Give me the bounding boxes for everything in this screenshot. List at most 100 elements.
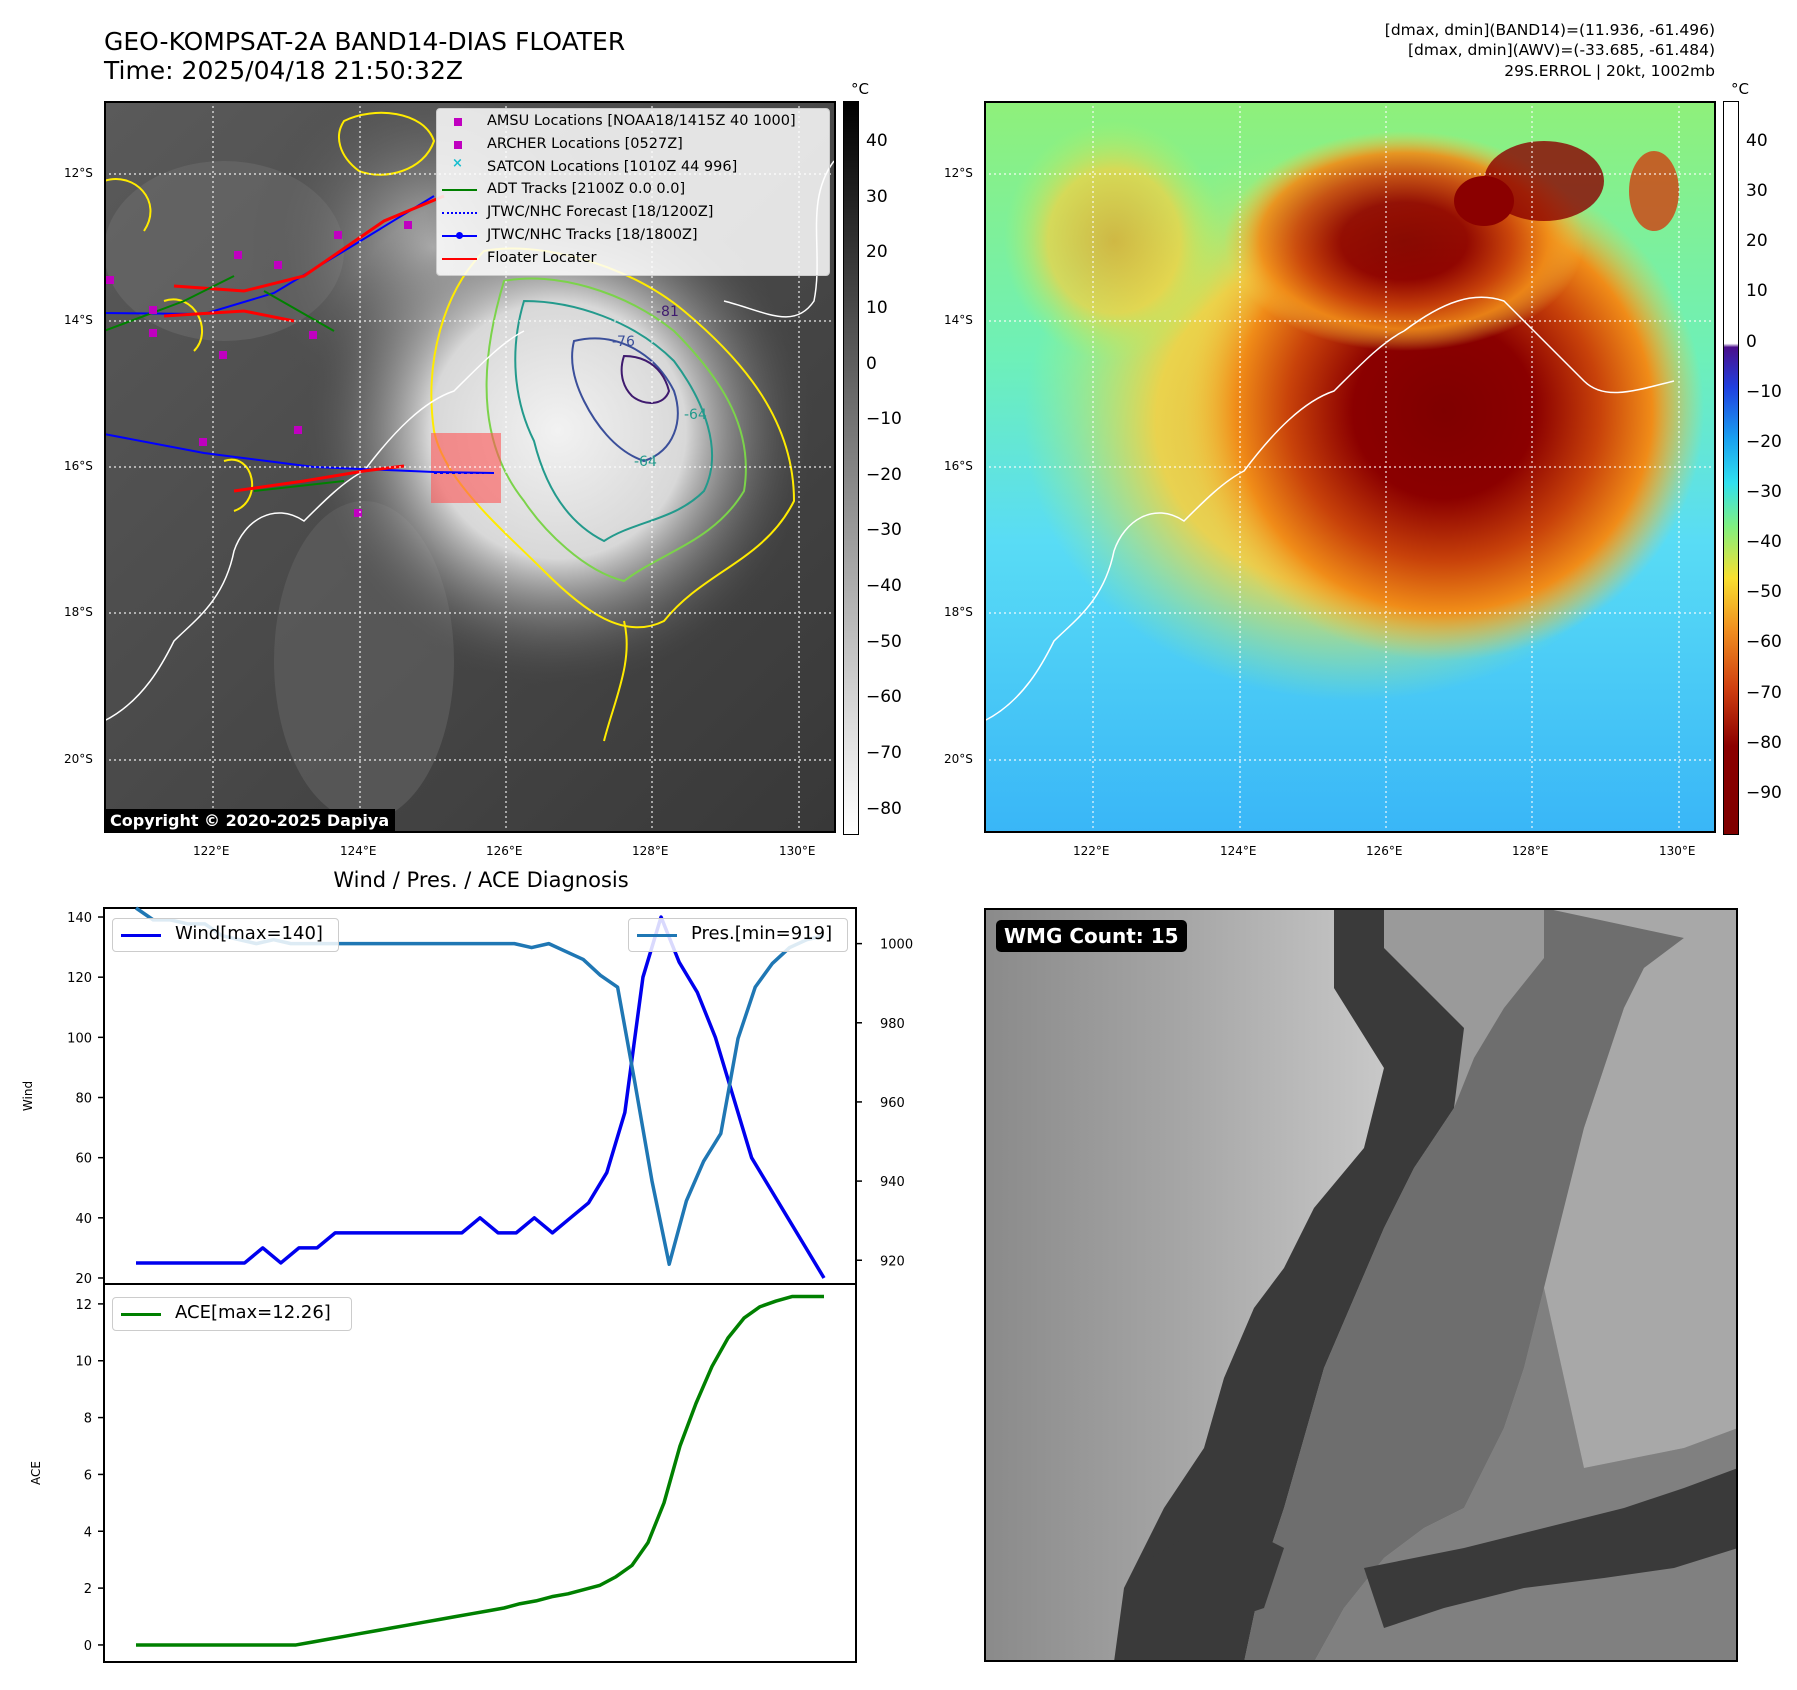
y-tick-label: 100 (67, 1031, 92, 1046)
colorbar-tick: 0 (1746, 331, 1757, 352)
lon-label: 130°E (1659, 844, 1696, 858)
diagnosis-charts: Wind / Pres. / ACE Diagnosis 20406080100… (21, 868, 913, 1663)
colorbar-tick: −30 (1746, 482, 1782, 502)
colorbar-tick: 20 (1746, 231, 1768, 252)
archer-marker-icon (454, 141, 462, 149)
y-tick-label: 20 (75, 1272, 92, 1287)
pressure-legend: Pres.[min=919] (628, 918, 848, 952)
y-tick-label: 120 (67, 971, 92, 986)
plot-frame (103, 1283, 857, 1663)
chart-title: Wind / Pres. / ACE Diagnosis (333, 868, 628, 892)
y-tick-label: 6 (84, 1468, 92, 1483)
lon-label: 124°E (1220, 844, 1257, 858)
copyright-badge: Copyright © 2020-2025 Dapiya (104, 809, 396, 832)
y-tick-label: 0 (84, 1639, 92, 1654)
colorbar-tick: −10 (1746, 381, 1782, 402)
y-tick-label: 60 (75, 1152, 92, 1167)
y2-tick-label: 940 (880, 1175, 905, 1190)
ir-enhanced-map (984, 101, 1716, 833)
lat-label: 16°S (944, 459, 973, 473)
forecast-line-icon (442, 212, 477, 214)
colorbar-tick: −70 (1746, 682, 1782, 703)
floater-box (431, 433, 501, 503)
legend-floater: Floater Locater (487, 250, 597, 266)
grayscale-colorbar (843, 101, 859, 835)
info-line2: [dmax, dmin](AWV)=(-33.685, -61.484) (1408, 41, 1715, 59)
colorbar-tick: −40 (1746, 532, 1782, 553)
contour-label: -76 (612, 334, 635, 350)
satcon-marker-icon: × (452, 156, 463, 171)
track-dot-icon (456, 232, 463, 239)
lat-label: 14°S (64, 313, 93, 327)
series-line-0 (136, 1294, 824, 1647)
y-tick-label: 12 (75, 1298, 92, 1313)
colorbar-tick: −60 (866, 687, 902, 708)
colorbar-tick: 10 (866, 297, 888, 318)
lon-label: 124°E (340, 844, 377, 858)
series-line-0 (136, 915, 826, 1279)
legend-adt: ADT Tracks [2100Z 0.0 0.0] (487, 181, 686, 197)
lon-label: 126°E (486, 844, 523, 858)
plot-frame (103, 907, 857, 1285)
contour-label: -81 (656, 304, 679, 320)
colorbar-tick: 10 (1746, 281, 1768, 302)
y-tick-label: 80 (75, 1092, 92, 1107)
legend-archer: ARCHER Locations [0527Z] (487, 136, 683, 152)
colorbar-tick: −70 (866, 742, 902, 763)
colorbar-tick: 20 (866, 242, 888, 263)
lon-label: 130°E (779, 844, 816, 858)
colorbar-tick: 0 (866, 353, 877, 374)
series-line-1 (135, 906, 825, 1266)
lat-label: 20°S (64, 752, 93, 766)
colorbar-tick: −50 (1746, 582, 1782, 603)
y-tick-label: 140 (67, 911, 92, 926)
colorbar-tick: −80 (1746, 732, 1782, 753)
colorbar-tick: 40 (866, 131, 888, 151)
lat-label: 16°S (64, 459, 93, 473)
figure-title-line2: Time: 2025/04/18 21:50:32Z (104, 56, 463, 85)
ace-legend-label: ACE[max=12.26] (175, 1302, 331, 1323)
right-colorbar-unit: °C (1731, 80, 1749, 98)
lat-label: 12°S (64, 166, 93, 180)
floater-line-icon (442, 258, 477, 260)
colorbar-tick: −20 (1746, 431, 1782, 452)
colorbar-tick: −50 (866, 631, 902, 652)
legend-amsu: AMSU Locations [NOAA18/1415Z 40 1000] (487, 113, 796, 129)
y-tick-label: 40 (75, 1212, 92, 1227)
lon-label: 122°E (193, 844, 230, 858)
contour-label: -64 (684, 407, 707, 423)
legend-forecast: JTWC/NHC Forecast [18/1200Z] (487, 204, 714, 220)
colorbar-tick: −90 (1746, 782, 1782, 803)
lat-label: 18°S (64, 605, 93, 619)
contour-label: -64 (634, 454, 657, 470)
lon-label: 122°E (1073, 844, 1110, 858)
y-tick-label: 8 (84, 1412, 92, 1427)
amsu-marker-icon (454, 118, 462, 126)
wind-pressure-plot: 20 40 60 80 100 120 140 Wind 920 940 960 980 1000 Pre… (21, 906, 913, 1287)
colorbar-tick: −60 (1746, 632, 1782, 653)
y-axis-label: Wind (21, 1081, 35, 1111)
colorbar-tick: 40 (1746, 131, 1768, 151)
info-line1: [dmax, dmin](BAND14)=(11.936, -61.496) (1384, 21, 1715, 39)
y2-tick-label: 960 (880, 1096, 905, 1111)
enhanced-colorbar (1723, 101, 1739, 835)
colorbar-tick: −30 (866, 520, 902, 541)
colorbar-tick: −10 (866, 409, 902, 430)
ace-line-icon (121, 1313, 161, 1316)
colorbar-tick: −40 (866, 576, 902, 596)
figure-title-line1: GEO-KOMPSAT-2A BAND14-DIAS FLOATER (104, 27, 626, 56)
colorbar-tick: 30 (1746, 181, 1768, 202)
wmg-count-badge: WMG Count: 15 (996, 920, 1187, 952)
y-tick-label: 10 (75, 1355, 92, 1370)
lon-label: 128°E (1512, 844, 1549, 858)
lon-label: 126°E (1366, 844, 1403, 858)
ace-legend: ACE[max=12.26] (112, 1297, 352, 1331)
y2-tick-label: 980 (880, 1017, 905, 1032)
info-line3: 29S.ERROL | 20kt, 1002mb (1504, 62, 1715, 80)
adt-line-icon (442, 189, 477, 191)
wmg-panel (984, 908, 1738, 1662)
lat-label: 20°S (944, 752, 973, 766)
lat-label: 12°S (944, 166, 973, 180)
left-colorbar-unit: °C (851, 80, 869, 98)
pressure-line-icon (637, 934, 677, 937)
